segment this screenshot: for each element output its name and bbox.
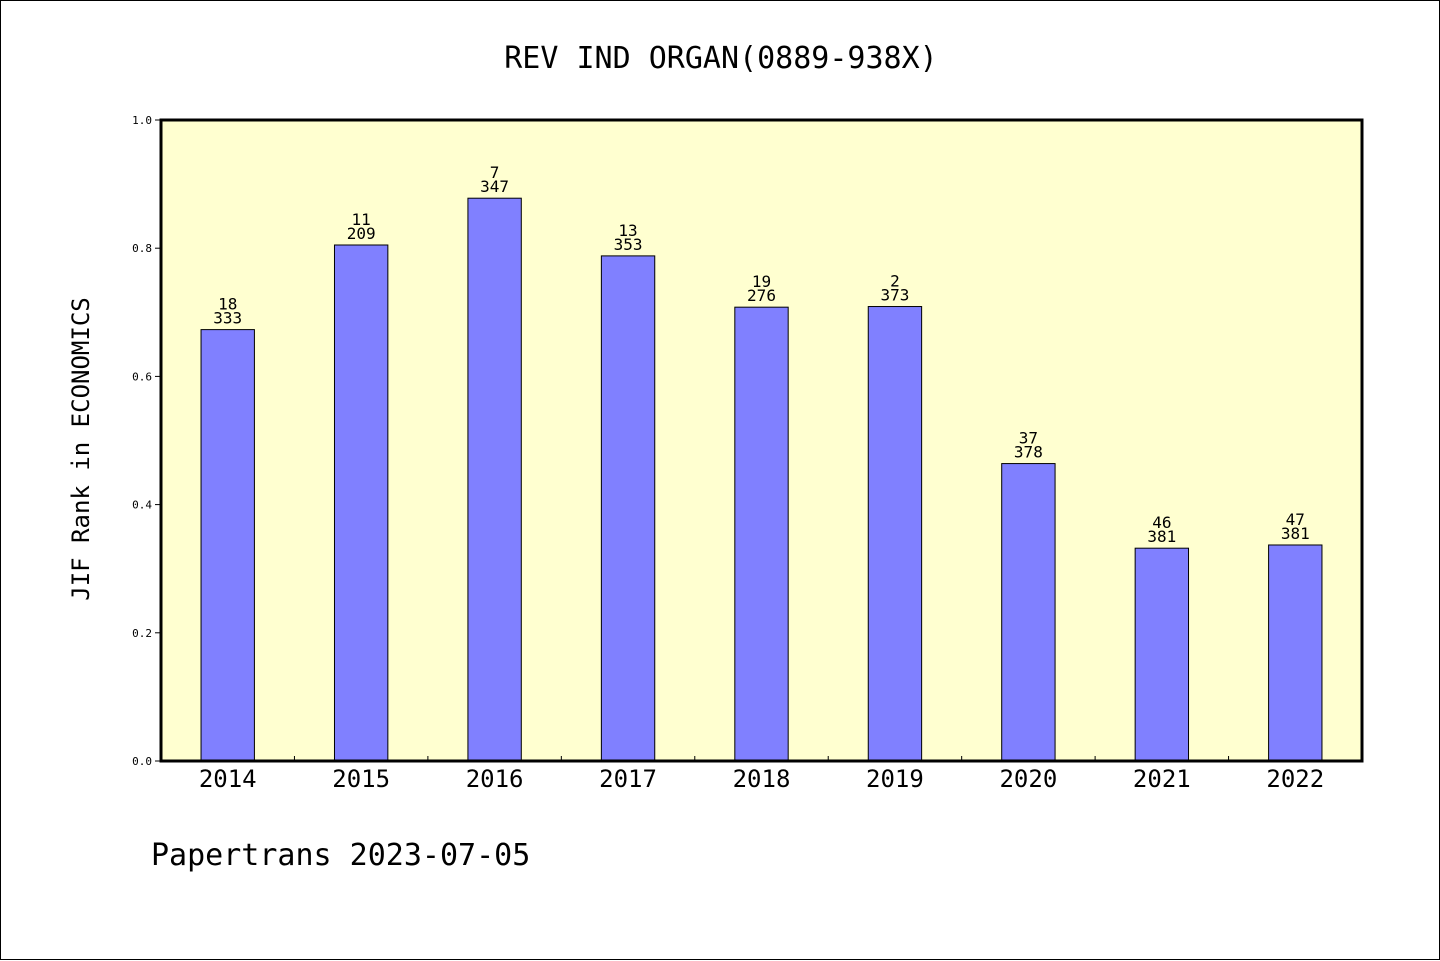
x-tick-label: 2020 [999,765,1057,793]
x-tick-label: 2015 [332,765,390,793]
x-tick-label: 2019 [866,765,924,793]
bar-2014 [200,329,255,762]
bar-total-label: 333 [213,309,242,328]
y-tick-label: 0.6 [132,370,152,383]
x-tick-label: 2022 [1266,765,1324,793]
y-tick-label: 0.4 [132,499,152,512]
bar-rank-label: 7 [490,163,500,182]
bar-2016 [467,197,522,762]
bars-group: 1833311209734713353192762373373784638147… [200,163,1323,762]
bar-total-label: 381 [1281,524,1310,543]
y-tick-label: 0.0 [132,755,152,768]
bar-rank-label: 13 [618,221,637,240]
bar-rank-label: 2 [890,272,900,291]
bar-2021 [1134,547,1190,762]
x-tick-label: 2017 [599,765,657,793]
chart-title: REV IND ORGAN(0889-938X) [504,41,937,76]
footer-credit: Papertrans 2023-07-05 [151,838,530,873]
bar-2022 [1268,544,1323,762]
bar-2015 [333,244,389,762]
x-tick-label: 2018 [733,765,791,793]
y-axis-label: JIF Rank in ECONOMICS [67,297,95,600]
y-tick-label: 0.8 [132,242,152,255]
y-axis-ticks: 0.0 0.2 0.4 0.6 0.8 1.0 [132,114,161,768]
bar-total-label: 373 [880,286,909,305]
bar-total-label: 381 [1147,527,1176,546]
bar-2020 [1001,463,1056,762]
bar-rank-label: 37 [1019,429,1038,448]
bar-2018 [734,306,789,762]
plot-border [159,118,1364,763]
x-tick-label: 2021 [1133,765,1191,793]
bar-rank-label: 46 [1152,513,1171,532]
x-tick-label: 2014 [199,765,257,793]
bar-total-label: 276 [747,286,776,305]
y-tick-label: 0.2 [132,627,152,640]
x-tick-label: 2016 [466,765,524,793]
bar-2019 [867,306,923,762]
bar-rank-label: 18 [218,295,237,314]
bar-total-label: 353 [614,235,643,254]
bar-total-label: 347 [480,177,509,196]
y-tick-label: 1.0 [132,114,152,127]
bar-total-label: 378 [1014,443,1043,462]
bar-rank-label: 47 [1286,510,1305,529]
x-axis-ticks: 2014 2015 2016 2017 2018 2019 2020 2021 2022 [199,756,1324,793]
bar-rank-label: 11 [352,210,371,229]
bar-2017 [600,255,656,762]
bar-total-label: 209 [347,224,376,243]
bar-rank-label: 19 [752,272,771,291]
